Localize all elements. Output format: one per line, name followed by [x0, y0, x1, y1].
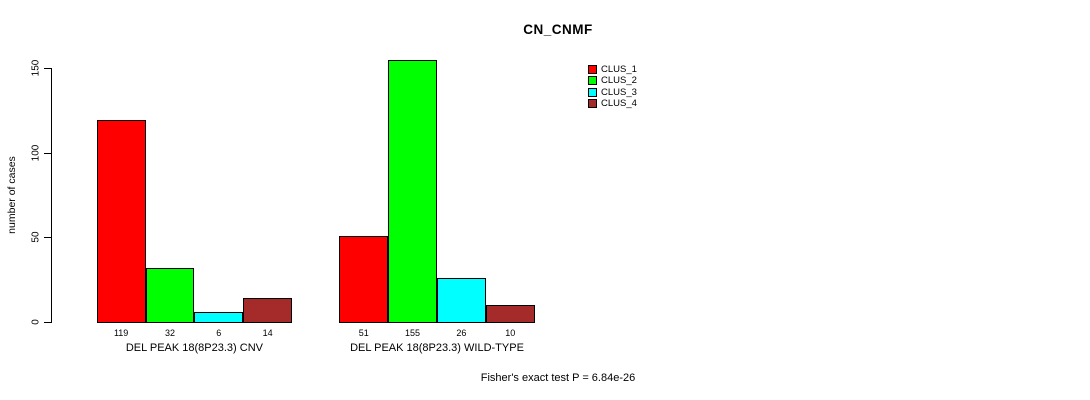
x-axis-group-label: DEL PEAK 18(8P23.3) CNV [125, 342, 263, 354]
bar-value-label: 32 [164, 328, 175, 338]
bar-clus_3 [437, 277, 486, 323]
bar-clus_3 [194, 311, 244, 323]
bar-value-label: 26 [456, 328, 467, 338]
legend-row: CLUS_2 [588, 75, 637, 86]
chart-title: CN_CNMF [523, 22, 593, 37]
legend-row: CLUS_4 [588, 98, 637, 109]
legend-swatch-icon [588, 99, 597, 109]
legend: CLUS_1 CLUS_2 CLUS_3 CLUS_4 [588, 64, 637, 109]
bar-clus_2 [145, 267, 195, 323]
legend-label: CLUS_2 [601, 75, 637, 87]
bar-value-label: 155 [405, 328, 421, 338]
y-axis-tick-label: 100 [30, 144, 42, 161]
legend-row: CLUS_1 [588, 64, 637, 75]
legend-row: CLUS_3 [588, 87, 637, 98]
y-axis-label: number of cases [6, 156, 18, 234]
bar-clus_1 [339, 235, 389, 323]
legend-swatch-icon [588, 65, 597, 75]
bar-value-label: 6 [216, 328, 222, 338]
bar-value-label: 10 [505, 328, 516, 338]
legend-swatch-icon [588, 76, 597, 86]
bar-clus_4 [485, 305, 535, 323]
annotation-text: Fisher's exact test P = 6.84e-26 [480, 372, 636, 384]
y-axis-tick [44, 68, 51, 69]
y-axis-tick-label: 150 [30, 59, 42, 77]
legend-label: CLUS_3 [601, 86, 637, 98]
legend-label: CLUS_4 [601, 98, 637, 110]
bar-clus_2 [388, 59, 437, 323]
x-axis-group-label: DEL PEAK 18(8P23.3) WILD-TYPE [350, 342, 524, 354]
bar-value-label: 119 [113, 328, 129, 338]
bar-value-label: 14 [262, 328, 273, 338]
bar-value-label: 51 [358, 328, 369, 338]
y-axis-tick [44, 322, 51, 323]
y-axis-tick-label: 50 [30, 231, 42, 243]
y-axis-tick [44, 237, 51, 239]
bar-clus_1 [96, 120, 146, 323]
bar-clus_4 [243, 298, 293, 323]
legend-swatch-icon [588, 87, 597, 97]
y-axis-tick [44, 152, 51, 154]
y-axis-tick-label: 0 [30, 319, 42, 325]
legend-label: CLUS_1 [601, 64, 637, 76]
y-axis-line [51, 68, 52, 323]
